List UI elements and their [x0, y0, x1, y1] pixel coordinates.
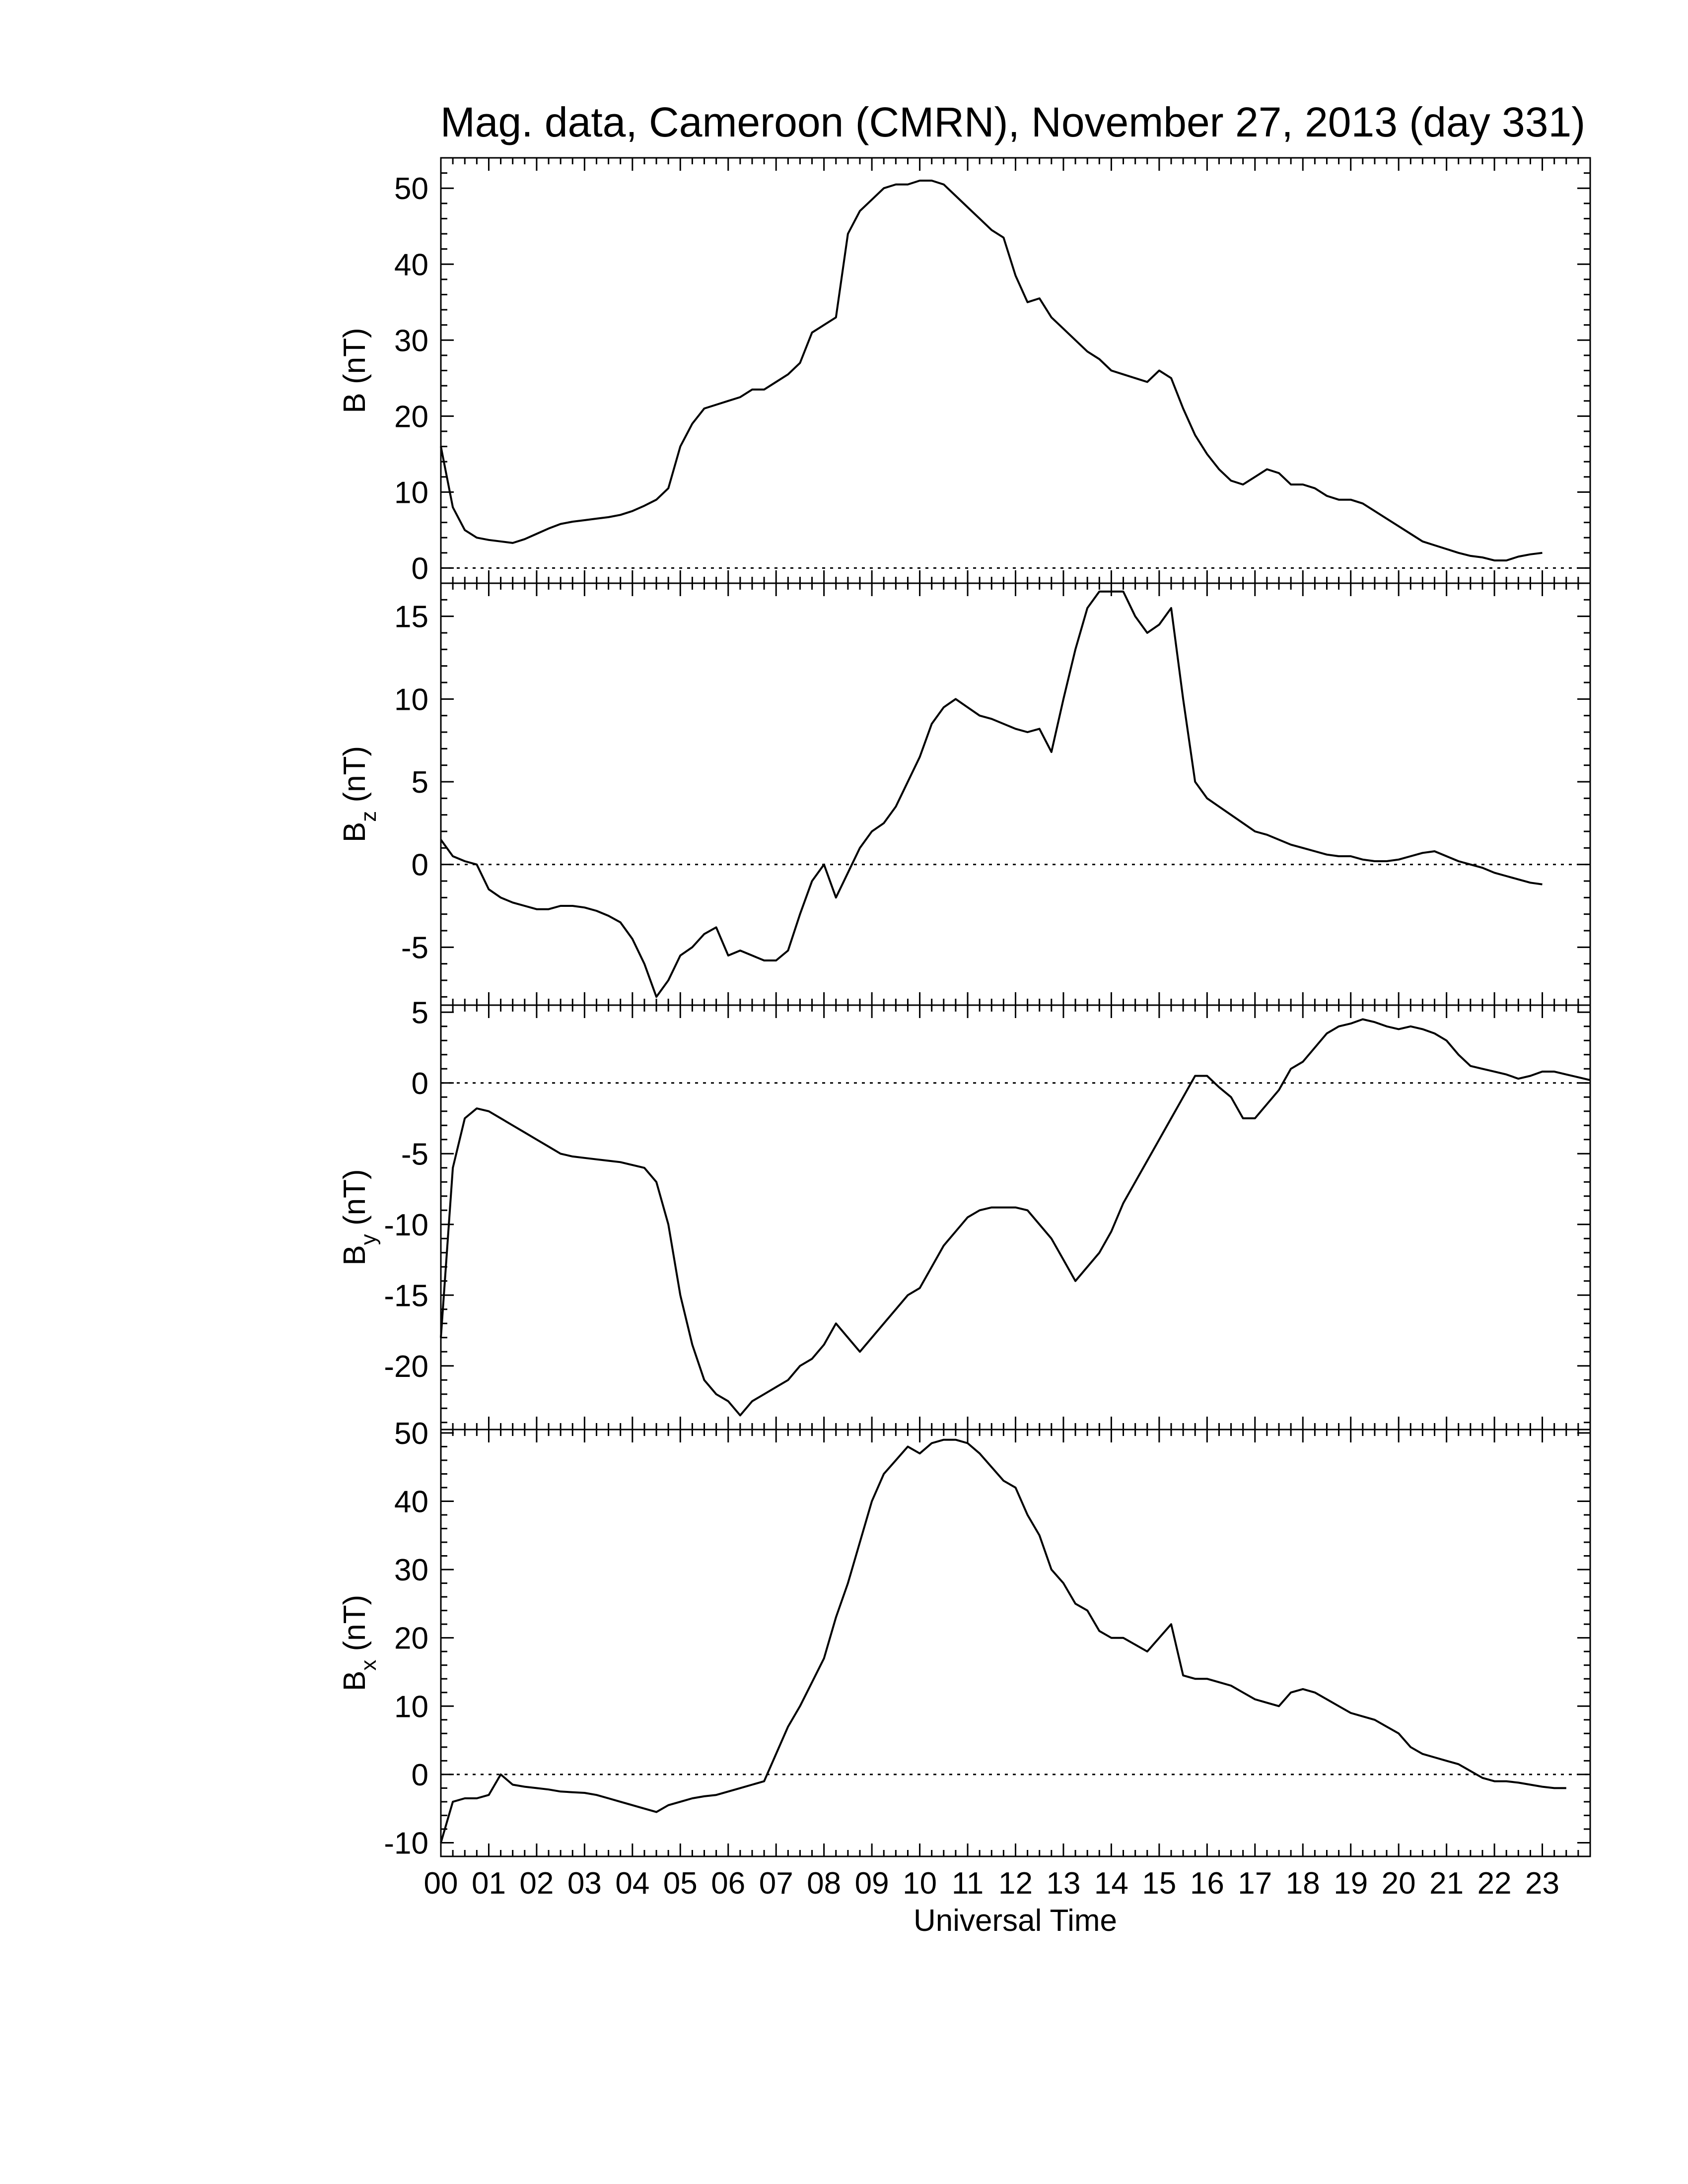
y-tick-label: -20 [384, 1350, 428, 1384]
y-axis-label: Bx (nT) [338, 1595, 381, 1691]
series-line [440, 590, 1543, 998]
x-tick-label: 19 [1334, 1866, 1368, 1901]
y-tick-label: 15 [394, 600, 428, 634]
x-tick-label: 18 [1286, 1866, 1320, 1901]
panel-2: -5 0 5 10 15 Bz (nT) [338, 582, 1591, 1006]
x-tick-label: 10 [903, 1866, 937, 1901]
panel-4: -10 0 10 20 30 40 50 Bx (nT) [338, 1417, 1591, 1860]
x-tick-label: 09 [855, 1866, 889, 1901]
x-tick-label: 07 [759, 1866, 793, 1901]
y-tick-label: -10 [384, 1826, 428, 1860]
panel-frame [440, 582, 1591, 1006]
series-line [440, 179, 1543, 562]
y-tick-label: 30 [394, 324, 428, 358]
x-axis-label: Universal Time [914, 1904, 1117, 1938]
panel-frame [440, 1429, 1591, 1857]
chart-title: Mag. data, Cameroon (CMRN), November 27,… [440, 99, 1585, 145]
y-tick-label: 0 [412, 1067, 428, 1101]
series-line [440, 1018, 1591, 1417]
y-tick-label: 5 [412, 765, 428, 800]
panel-frame [440, 157, 1591, 584]
x-tick-label: 23 [1525, 1866, 1559, 1901]
y-tick-label: 10 [394, 1690, 428, 1724]
y-tick-label: 5 [412, 996, 428, 1030]
x-tick-labels: 00 01 02 03 04 05 06 07 08 09 10 11 12 13 14 15 16 17 18 19… [424, 1866, 1560, 1901]
y-tick-label: 50 [394, 1417, 428, 1451]
y-tick-label: 50 [394, 172, 428, 206]
y-tick-label: -5 [401, 931, 428, 965]
y-tick-label: 10 [394, 682, 428, 717]
x-tick-label: 17 [1238, 1866, 1272, 1901]
x-tick-label: 05 [663, 1866, 698, 1901]
x-tick-label: 06 [711, 1866, 745, 1901]
y-axis-label: B (nT) [338, 328, 372, 413]
y-tick-label: 0 [412, 1758, 428, 1792]
y-tick-label: 0 [412, 848, 428, 883]
y-tick-label: 20 [394, 1622, 428, 1656]
x-tick-label: 01 [472, 1866, 506, 1901]
x-tick-label: 22 [1477, 1866, 1512, 1901]
x-tick-label: 00 [424, 1866, 458, 1901]
x-tick-label: 20 [1382, 1866, 1416, 1901]
y-tick-label: 40 [394, 1485, 428, 1519]
y-tick-label: 10 [394, 476, 428, 510]
y-tick-label: 30 [394, 1553, 428, 1587]
y-tick-label: 40 [394, 248, 428, 282]
y-axis-label: By (nT) [338, 1169, 381, 1265]
panel-1: 0 10 20 30 40 50 B (nT) [338, 157, 1591, 586]
y-tick-label: 0 [412, 551, 428, 586]
x-tick-label: 11 [952, 1866, 984, 1901]
y-axis-label: Bz (nT) [338, 746, 381, 842]
x-tick-label: 02 [519, 1866, 554, 1901]
x-tick-label: 13 [1046, 1866, 1080, 1901]
x-tick-label: 21 [1429, 1866, 1464, 1901]
y-tick-label: -5 [401, 1137, 428, 1171]
y-tick-label: 20 [394, 400, 428, 434]
x-tick-label: 15 [1142, 1866, 1176, 1901]
y-tick-label: -15 [384, 1279, 428, 1313]
x-tick-label: 12 [998, 1866, 1033, 1901]
x-tick-label: 03 [567, 1866, 602, 1901]
series-line [440, 1438, 1566, 1843]
panel-frame [440, 1004, 1591, 1431]
x-tick-label: 14 [1094, 1866, 1128, 1901]
panel-3: -20 -15 -10 -5 0 5 By (nT) [338, 996, 1591, 1431]
x-tick-label: 16 [1190, 1866, 1224, 1901]
x-tick-label: 08 [807, 1866, 841, 1901]
x-tick-label: 04 [615, 1866, 649, 1901]
y-tick-label: -10 [384, 1208, 428, 1242]
